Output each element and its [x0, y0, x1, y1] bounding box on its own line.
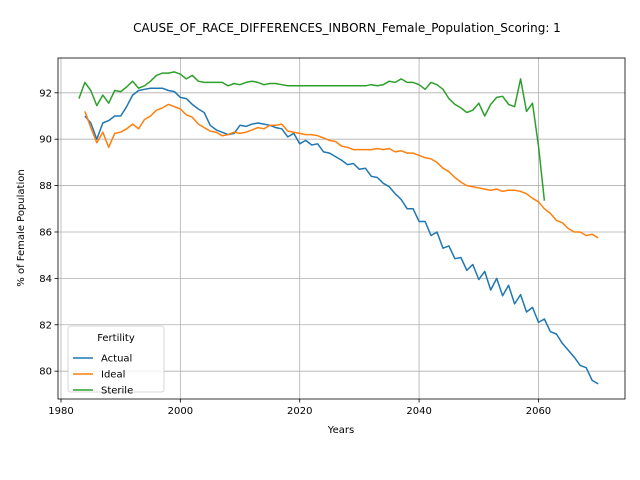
- y-tick-label: 90: [39, 135, 52, 146]
- series-line-actual: [84, 87, 599, 385]
- y-tick-label: 82: [39, 320, 52, 331]
- series-lines: [78, 71, 599, 385]
- series-line-sterile: [78, 71, 546, 201]
- legend-label-actual: Actual: [101, 354, 132, 365]
- x-tick-label: 1980: [48, 406, 73, 417]
- y-axis-ticks: 80 82 84 86 88 90 92: [39, 88, 58, 378]
- x-axis-ticks: 1980 2000 2020 2040 2060: [48, 399, 551, 417]
- y-tick-label: 84: [39, 274, 52, 285]
- x-tick-label: 2020: [287, 406, 312, 417]
- x-tick-label: 2040: [406, 406, 431, 417]
- grid: [58, 58, 625, 399]
- legend-label-sterile: Sterile: [101, 386, 133, 397]
- y-tick-label: 86: [39, 227, 52, 238]
- y-axis-label: % of Female Population: [16, 169, 27, 286]
- x-axis-label: Years: [327, 425, 354, 436]
- legend-label-ideal: Ideal: [101, 370, 125, 381]
- legend-title: Fertility: [97, 333, 135, 344]
- y-tick-label: 92: [39, 88, 52, 99]
- x-tick-label: 2060: [526, 406, 551, 417]
- x-tick-label: 2000: [168, 406, 193, 417]
- series-line-ideal: [84, 103, 599, 239]
- plot-frame: [57, 57, 626, 400]
- legend-box: [67, 325, 165, 393]
- y-tick-label: 80: [39, 367, 52, 378]
- chart-title: CAUSE_OF_RACE_DIFFERENCES_INBORN_Female_…: [133, 21, 561, 35]
- y-tick-label: 88: [39, 181, 52, 192]
- legend: Fertility Actual Ideal Sterile: [67, 325, 165, 397]
